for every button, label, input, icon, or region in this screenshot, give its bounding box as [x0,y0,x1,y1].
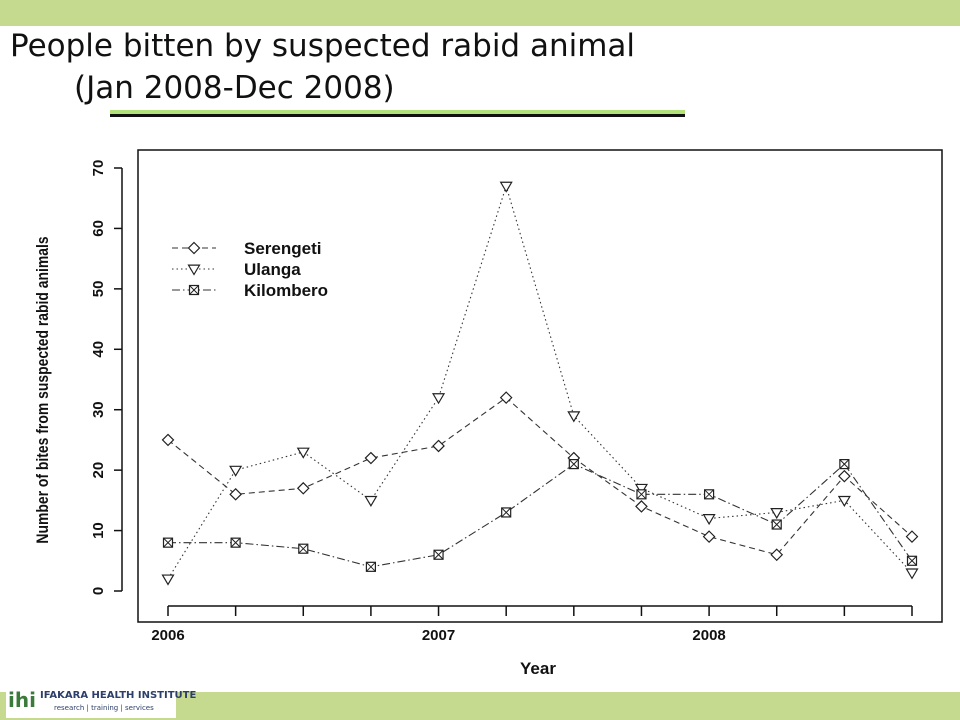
y-axis-label: Number of bites from suspected rabid ani… [34,236,53,543]
series-kilombero-point [230,537,241,548]
series-kilombero-point [771,519,782,530]
legend-serengeti-marker [187,241,201,255]
series-ulanga-point [229,465,243,477]
series-ulanga-point [431,393,446,405]
x-tick-label: 2007 [422,627,455,644]
marker-cross [704,489,714,500]
series-ulanga-point [634,483,649,495]
series-ulanga-point [702,514,716,526]
series-kilombero-point [636,489,647,500]
series-serengeti-point [905,530,919,543]
legend-kilombero-label: Kilombero [244,281,328,300]
series-serengeti-point [838,469,851,483]
series-kilombero-point [365,561,377,572]
series-ulanga-point [905,568,919,580]
marker-cross [230,537,241,548]
marker-cross [366,561,376,572]
logo-name: IFAKARA HEALTH INSTITUTE [40,690,197,701]
series-ulanga-point [161,574,175,586]
marker-cross [298,543,309,554]
marker-cross [771,519,782,530]
y-tick-label: 50 [90,281,107,298]
series-ulanga [161,181,919,586]
series-serengeti-point [364,451,378,465]
legend-ulanga-label: Ulanga [244,260,301,279]
marker-cross [568,459,579,469]
marker-cross [501,507,512,518]
legend-ulanga-marker [187,264,201,276]
slide-title-line-1: People bitten by suspected rabid animal [10,28,636,64]
y-axis: 0 10 20 30 40 50 60 70 [90,160,123,595]
ifakara-logo: ihi IFAKARA HEALTH INSTITUTE research | … [6,686,196,718]
y-tick-label: 0 [90,587,107,595]
legend-serengeti-label: Serengeti [244,239,321,258]
series-serengeti-point [702,530,716,543]
series-kilombero [162,459,918,572]
x-tick-label: 2008 [692,627,725,644]
marker-cross [839,459,850,469]
marker-cross [189,285,199,295]
marker-cross [636,489,647,500]
series-ulanga-point [499,181,513,193]
x-axis: 2006 2007 2008 [151,605,913,644]
title-underline-black [110,114,685,117]
y-tick-label: 30 [90,401,107,418]
series-kilombero-point [433,549,444,560]
y-tick-label: 70 [90,160,107,177]
series-serengeti [161,391,919,562]
logo-tagline: research | training | services [54,704,154,712]
series-serengeti-point [296,481,310,495]
series-serengeti-point [229,487,242,501]
marker-cross [163,537,173,548]
marker-cross [433,549,444,560]
series-serengeti-line [167,396,913,556]
series-serengeti-point [432,439,445,453]
y-tick-label: 60 [90,220,107,237]
legend: Serengeti Ulanga Kilombero [172,239,328,300]
series-serengeti-point [770,548,784,562]
top-accent-bar [0,0,960,26]
series-serengeti-point [635,500,648,513]
series-kilombero-point [839,459,850,470]
plot-frame [137,149,943,623]
series-ulanga-point [296,447,310,459]
y-tick-label: 40 [90,341,107,358]
y-tick-label: 10 [90,522,107,539]
series-kilombero-point [703,489,715,500]
series-serengeti-point [161,433,175,447]
series-ulanga-point [770,507,784,520]
series-layer [161,181,919,586]
logo-mark-icon: ihi [8,688,36,712]
series-serengeti-point [499,391,513,404]
slide-title-line-2: (Jan 2008-Dec 2008) [74,70,395,106]
series-kilombero-line [168,463,913,568]
series-kilombero-point [501,507,512,518]
series-kilombero-point [568,459,579,470]
title-underline [110,110,685,118]
series-ulanga-point [364,495,378,508]
x-axis-label: Year [520,659,556,678]
y-tick-label: 20 [90,462,107,479]
marker-cross [907,555,917,566]
series-kilombero-point [162,537,174,548]
series-ulanga-point [837,495,851,508]
series-kilombero-point [906,555,918,566]
legend-kilombero-marker [188,284,200,296]
bites-line-chart: 0 10 20 30 40 50 60 70 2006 2007 2008 Serengeti Ul… [34,149,943,678]
series-kilombero-point [298,543,309,554]
title-underline-green [110,110,685,114]
series-ulanga-point [567,411,581,423]
x-tick-label: 2006 [151,627,184,644]
